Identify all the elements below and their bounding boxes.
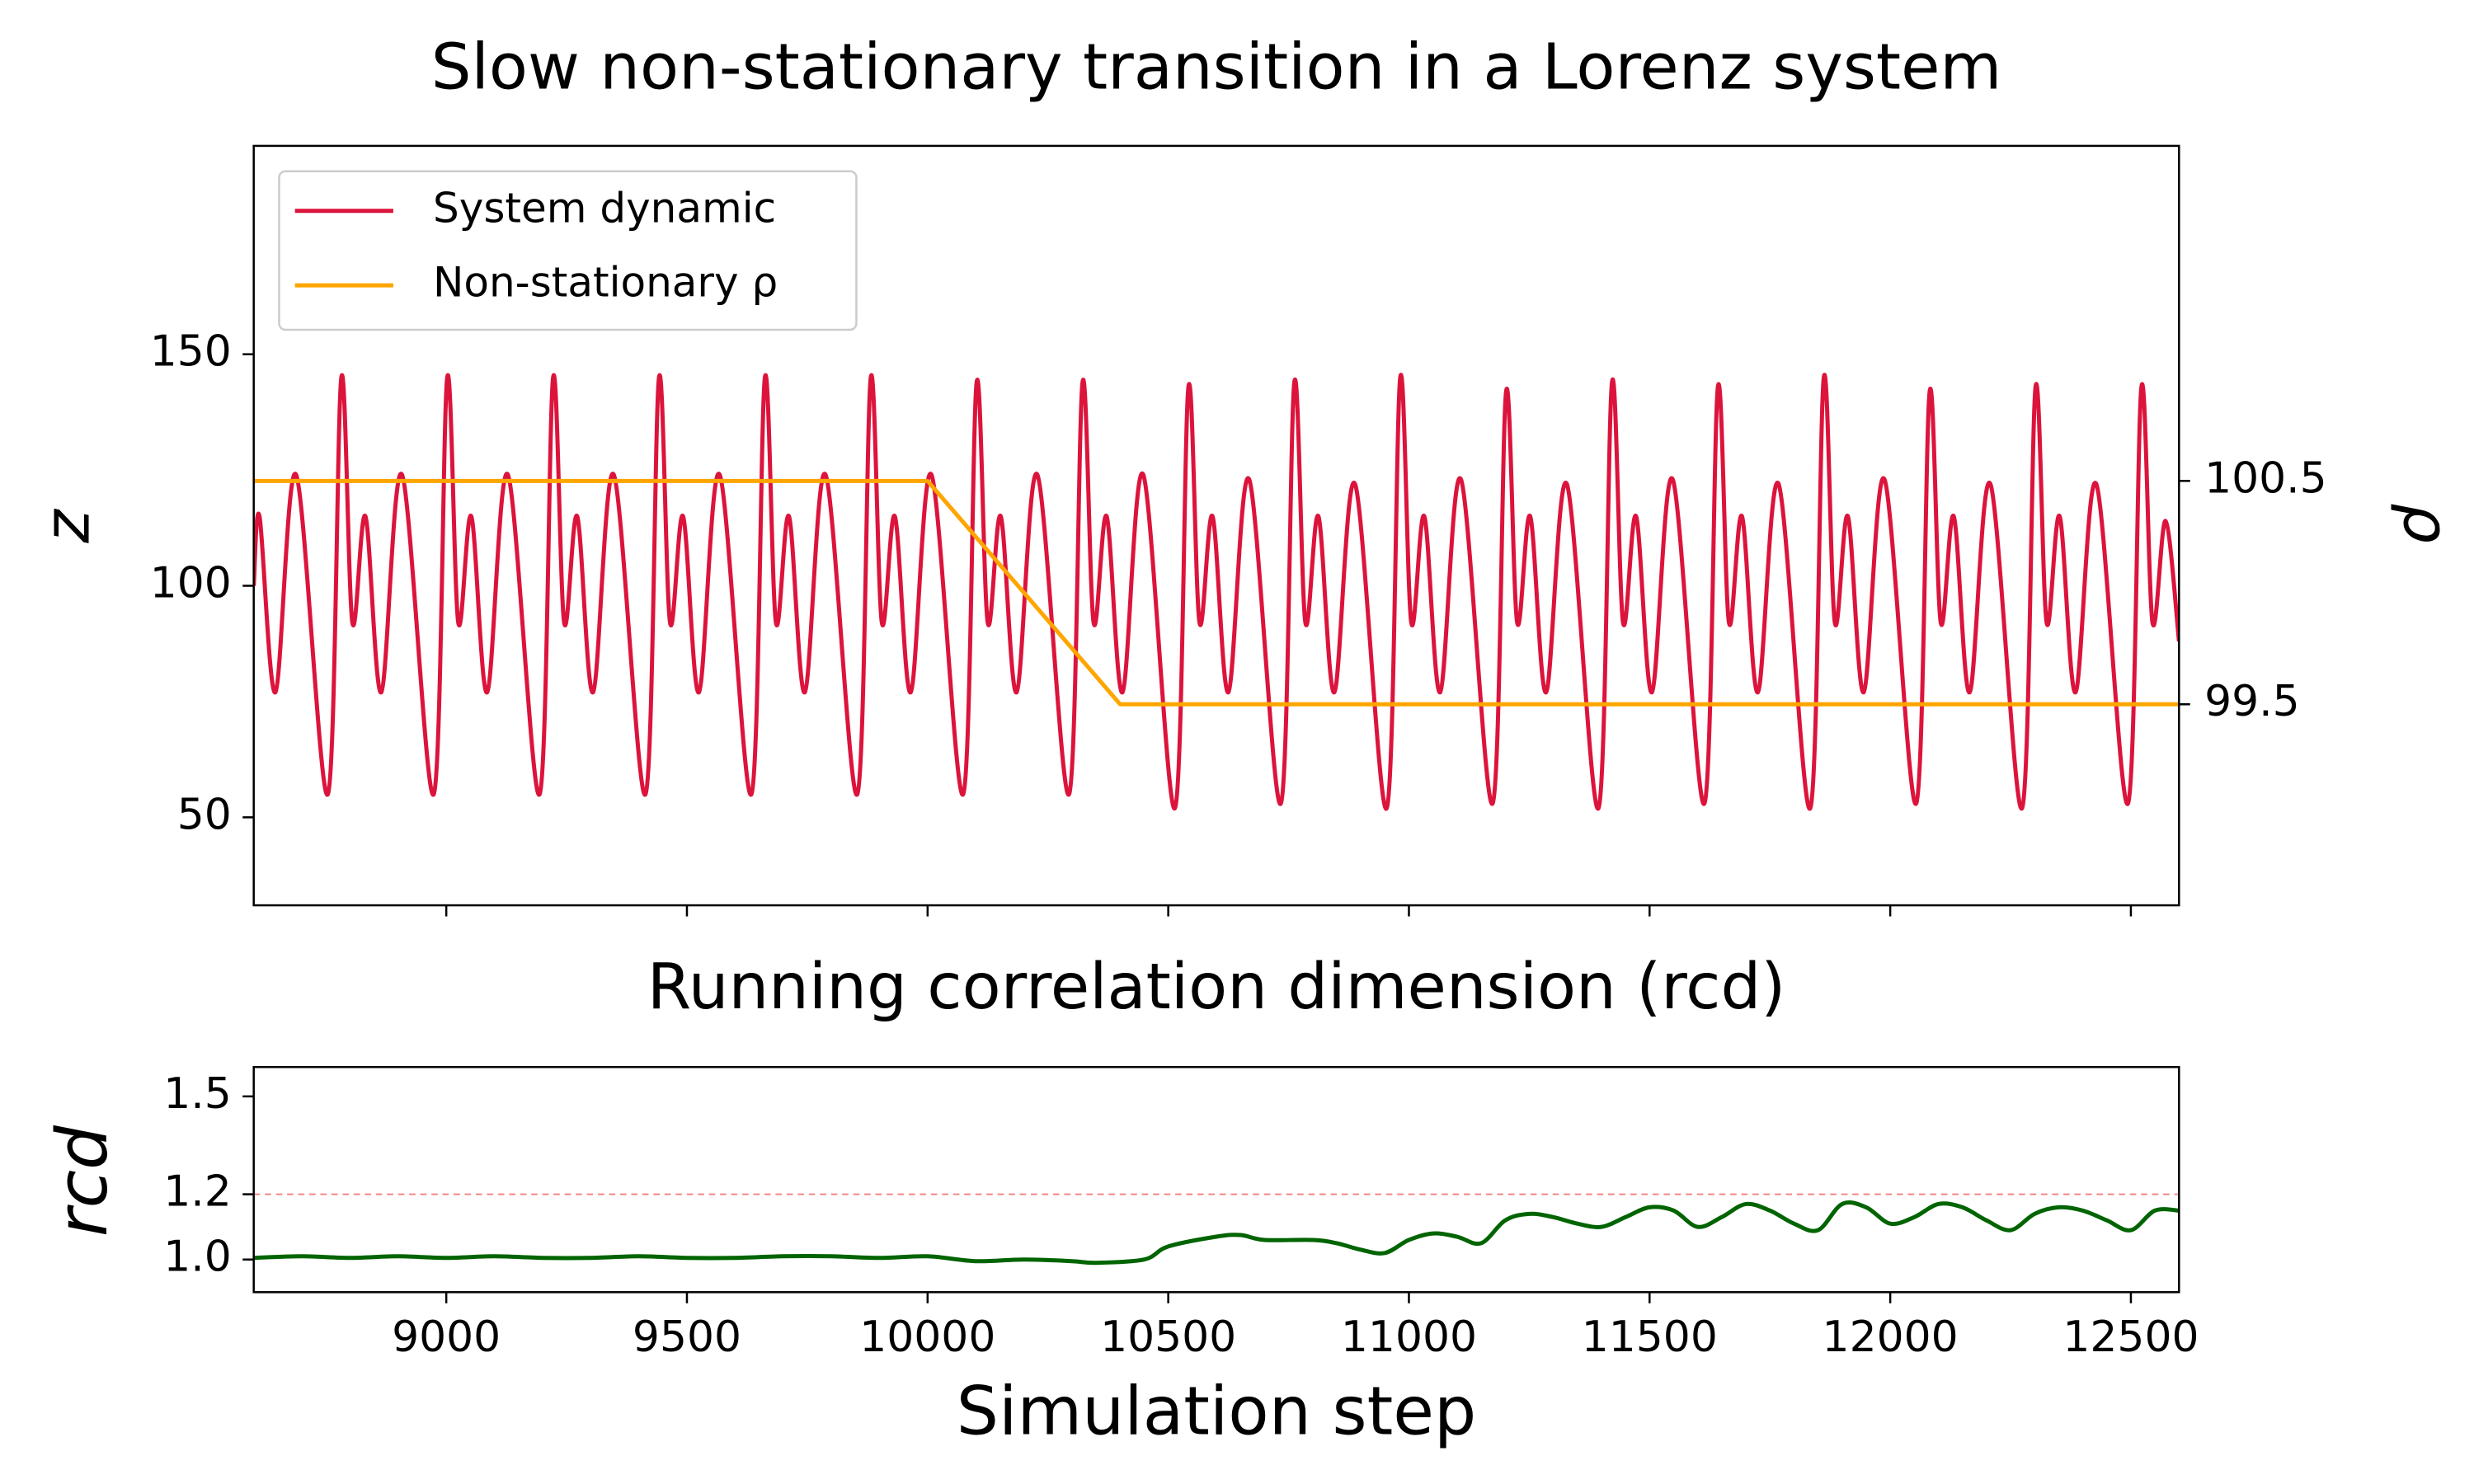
y2-axis-label: ρ <box>2389 503 2462 543</box>
y-tick-label: 50 <box>177 790 232 839</box>
series-line <box>253 478 2180 707</box>
x-tick-label: 11000 <box>1341 1313 1477 1362</box>
y2-tick-label: 99.5 <box>2204 677 2300 726</box>
legend-label: Non-stationary ρ <box>433 259 778 307</box>
x-tick-label: 9500 <box>633 1313 741 1362</box>
figure-title: Slow non-stationary transition in a Lore… <box>431 31 2002 105</box>
y-axis-label: z <box>31 509 105 544</box>
series-line <box>253 373 2180 810</box>
y-tick-label: 1.0 <box>163 1233 232 1282</box>
y-tick-label: 150 <box>150 327 232 377</box>
y-axis-label: rcd <box>41 1125 123 1237</box>
x-tick-label: 10500 <box>1100 1313 1236 1362</box>
axes-frame <box>252 144 2180 907</box>
x-tick-label: 9000 <box>392 1313 501 1362</box>
legend-box <box>278 170 858 331</box>
y-tick-label: 1.2 <box>163 1167 232 1217</box>
y-tick-label: 1.5 <box>163 1069 232 1119</box>
x-axis-label: Simulation step <box>957 1373 1476 1450</box>
plot-area <box>253 1193 2180 1266</box>
legend-label: System dynamic <box>433 184 776 232</box>
subplot-title: Running correlation dimension (rcd) <box>647 951 1786 1024</box>
plot-area <box>253 373 2180 810</box>
series-line <box>253 1200 2180 1266</box>
x-tick-label: 12000 <box>1823 1313 1959 1362</box>
y2-tick-label: 100.5 <box>2204 453 2327 503</box>
x-tick-label: 11500 <box>1582 1313 1718 1362</box>
x-tick-label: 12500 <box>2062 1313 2199 1362</box>
y-tick-label: 100 <box>150 559 232 608</box>
x-tick-label: 10000 <box>859 1313 995 1362</box>
axes-frame <box>252 1065 2180 1294</box>
